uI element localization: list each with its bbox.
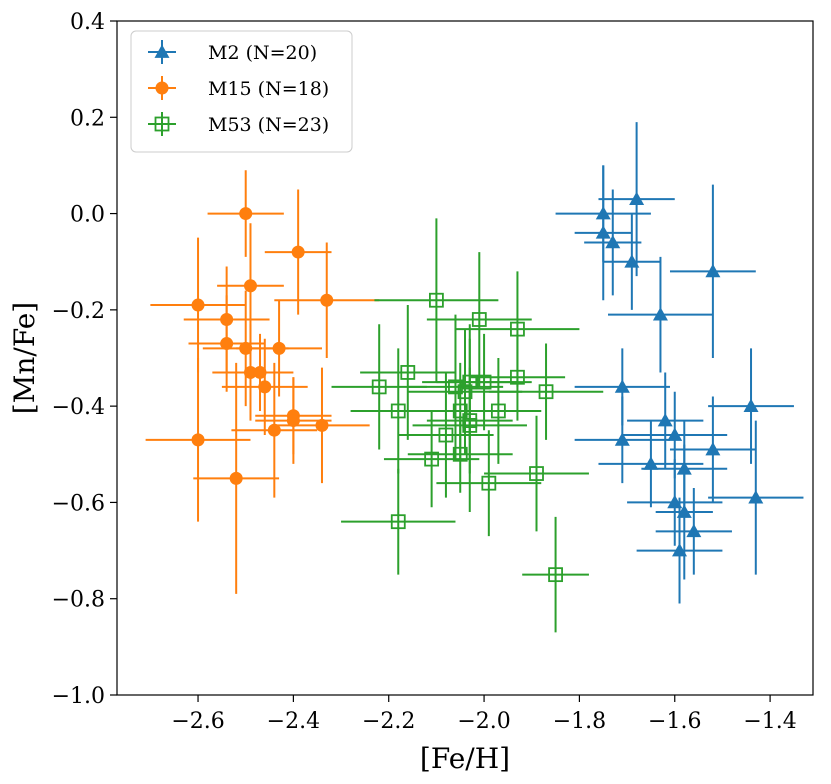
x-tick-label: −1.8: [553, 709, 606, 734]
series-1: [555, 122, 804, 604]
y-tick-label: −0.6: [52, 491, 105, 516]
plot-frame: [116, 20, 814, 696]
chart-marks: [145, 122, 804, 633]
data-point: [243, 279, 257, 293]
data-point: [595, 225, 611, 239]
data-point: [538, 384, 554, 400]
data-point: [705, 441, 721, 456]
y-tick-label: 0.4: [70, 10, 105, 35]
series-3: [331, 218, 604, 633]
data-point: [448, 379, 463, 395]
x-axis-ticks: −2.6 −2.4 −2.2 −2.0 −1.8 −1.6 −1.4: [171, 695, 797, 734]
legend-marker: [155, 81, 169, 95]
data-point: [510, 369, 525, 385]
data-point: [672, 543, 688, 557]
legend-marker: [154, 116, 170, 132]
data-point: [291, 245, 305, 259]
data-point: [614, 432, 630, 446]
data-point: [629, 191, 645, 205]
x-tick-label: −2.6: [171, 709, 224, 734]
data-point: [605, 234, 621, 249]
legend-label: M15 (N=18): [208, 78, 329, 100]
data-point: [229, 471, 243, 485]
x-tick-label: −1.6: [648, 709, 701, 734]
data-point: [424, 451, 440, 467]
data-point: [390, 514, 406, 530]
x-tick-label: −2.4: [267, 709, 320, 734]
data-point: [657, 413, 673, 427]
x-tick-label: −2.0: [457, 709, 510, 734]
y-tick-label: 0.2: [70, 106, 105, 131]
data-point: [371, 379, 387, 395]
y-axis-ticks: −1.0 −0.8 −0.6 −0.4 −0.2 0.0 0.2 0.4: [52, 10, 117, 709]
data-point: [686, 523, 702, 538]
data-point: [400, 365, 416, 380]
data-point: [267, 423, 281, 437]
data-point: [614, 379, 630, 393]
x-axis-label: [Fe/H]: [420, 742, 510, 775]
data-point: [452, 446, 468, 462]
data-point: [457, 384, 473, 400]
data-point: [272, 341, 286, 355]
data-point: [676, 504, 692, 518]
y-tick-label: −0.8: [52, 588, 105, 613]
data-point: [481, 475, 497, 491]
x-tick-label: −1.4: [743, 709, 796, 734]
data-point: [220, 337, 234, 351]
data-point: [652, 307, 668, 321]
data-point: [239, 207, 253, 221]
data-point: [667, 494, 683, 509]
legend-entry: M2 (N=20): [148, 40, 317, 64]
data-point: [286, 414, 300, 428]
data-point: [667, 427, 683, 441]
data-point: [471, 312, 487, 327]
data-point: [624, 254, 640, 268]
data-point: [548, 567, 563, 583]
legend: M2 (N=20) M15 (N=18) M53 (N=23): [130, 30, 353, 153]
data-point: [428, 292, 444, 308]
y-tick-label: −0.2: [52, 299, 105, 324]
legend-marker: [154, 44, 170, 58]
data-point: [748, 490, 764, 504]
data-point: [705, 263, 721, 278]
legend-label: M2 (N=20): [208, 42, 317, 64]
y-tick-label: 0.0: [70, 203, 105, 228]
series-2: [145, 170, 380, 594]
y-tick-label: −1.0: [52, 684, 105, 709]
data-point: [462, 417, 478, 433]
data-point: [191, 433, 205, 447]
data-point: [529, 466, 544, 481]
data-point: [643, 456, 659, 470]
data-point: [743, 398, 759, 412]
legend-box: [130, 30, 353, 153]
data-point: [390, 403, 406, 419]
data-point: [476, 374, 492, 390]
legend-entry: M53 (N=23): [148, 112, 329, 136]
legend-label: M53 (N=23): [208, 114, 329, 136]
y-tick-label: −0.4: [52, 395, 105, 420]
legend-entry: M15 (N=18): [148, 76, 329, 100]
data-point: [191, 298, 205, 312]
data-point: [258, 380, 272, 394]
data-point: [320, 293, 334, 307]
x-tick-label: −2.2: [362, 709, 415, 734]
data-point: [438, 427, 454, 443]
data-point: [315, 418, 329, 432]
y-axis-label: [Mn/Fe]: [8, 302, 41, 414]
data-point: [253, 365, 267, 379]
